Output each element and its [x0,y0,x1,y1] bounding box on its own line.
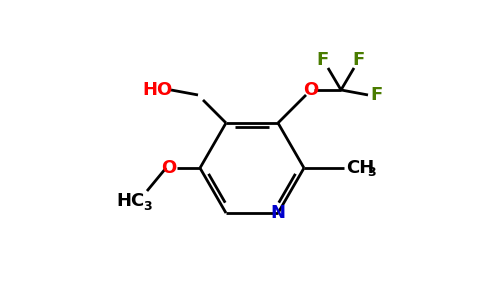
Text: O: O [161,159,177,177]
Text: 3: 3 [143,200,151,212]
Text: F: F [370,86,382,104]
Text: N: N [271,204,286,222]
Text: O: O [303,81,318,99]
Text: F: F [353,51,365,69]
Text: H: H [117,192,132,210]
Text: F: F [317,51,329,69]
Text: CH: CH [346,159,374,177]
Text: HO: HO [143,81,173,99]
Text: 3: 3 [368,167,377,179]
Text: C: C [130,192,144,210]
